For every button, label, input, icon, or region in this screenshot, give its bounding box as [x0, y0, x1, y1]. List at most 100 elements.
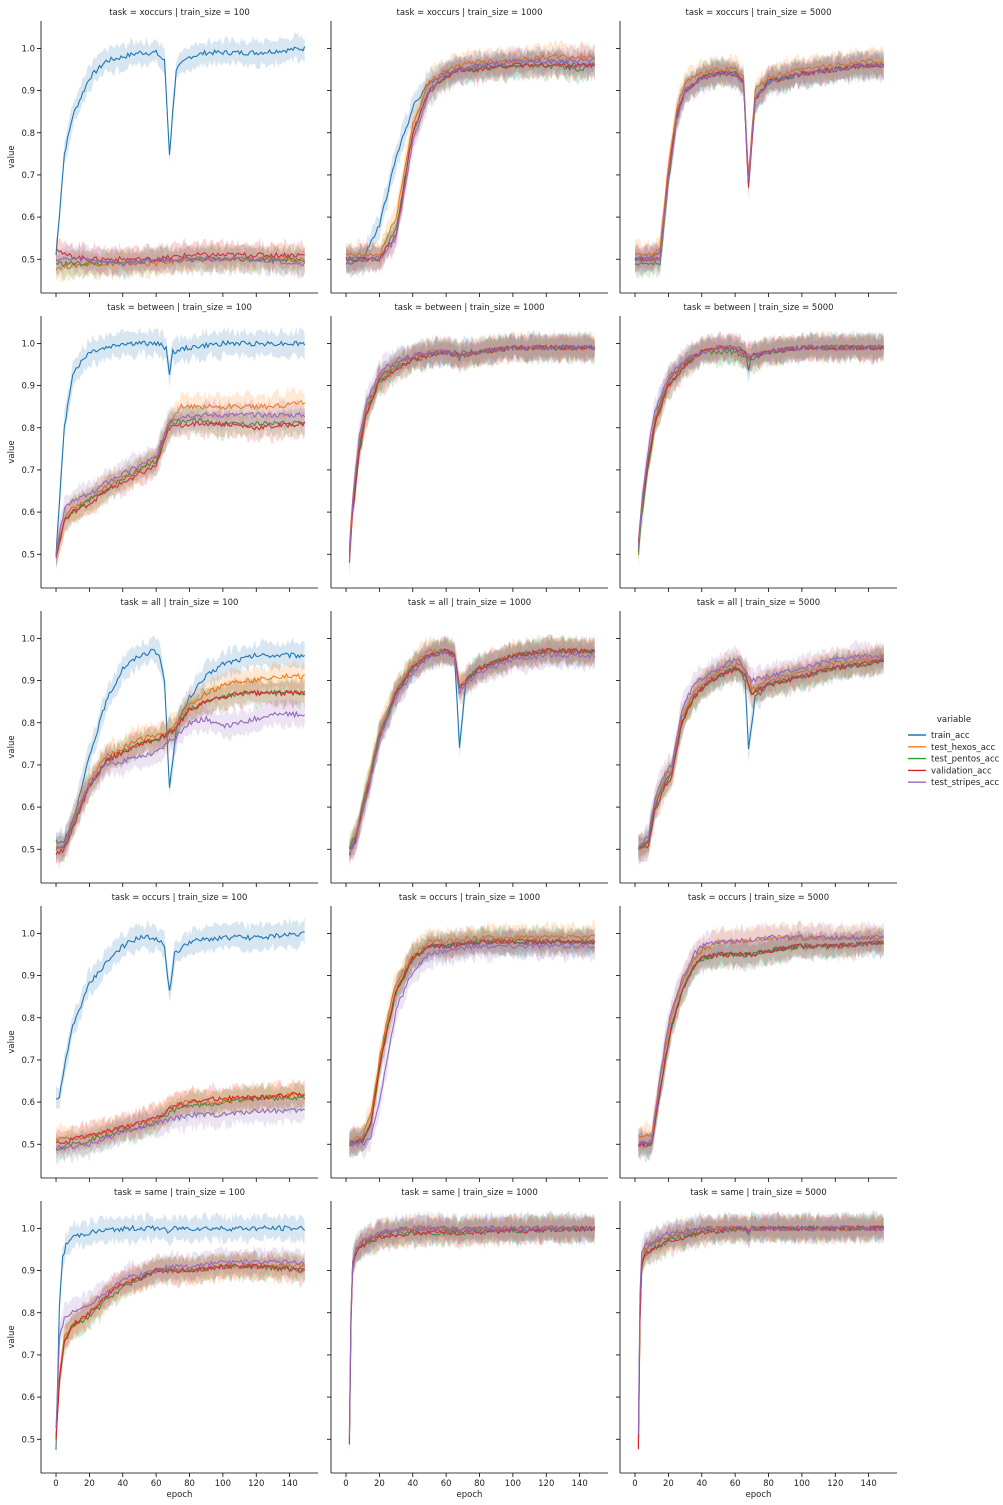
- ci-band-test-pentos-acc: [638, 644, 884, 860]
- legend-label: test_hexos_acc: [931, 743, 996, 753]
- y-tick-label: 0.5: [21, 255, 35, 265]
- facet-title: task = occurs | train_size = 1000: [399, 893, 540, 903]
- panel-data: [55, 31, 306, 284]
- ci-band-test-pentos-acc: [349, 1212, 595, 1458]
- ci-band-test-hexos-acc: [56, 387, 305, 568]
- ci-band-test-stripes-acc: [56, 1245, 305, 1438]
- y-tick-label: 0.6: [21, 508, 35, 518]
- ci-band-validation-acc: [56, 1250, 305, 1451]
- series-line-train-acc: [345, 58, 595, 265]
- ci-band-validation-acc: [349, 1211, 595, 1456]
- series-line-train-acc: [55, 339, 306, 557]
- facet-title: task = same | train_size = 1000: [401, 1188, 538, 1198]
- series-line-validation-acc: [348, 938, 596, 1145]
- series-line-test-pentos-acc: [55, 1263, 305, 1438]
- y-tick-label: 0.6: [21, 1098, 35, 1108]
- ci-band-validation-acc: [349, 924, 595, 1159]
- x-tick-label: 0: [343, 1479, 348, 1489]
- y-tick-label: 1.0: [21, 44, 35, 54]
- facet-panel: task = all | train_size = 100 0.5 0.6 0.7 0.…: [7, 598, 318, 887]
- x-tick-label: 20: [84, 1479, 95, 1489]
- series-line-test-stripes-acc: [634, 62, 885, 263]
- y-tick-label: 0.7: [21, 1351, 35, 1361]
- series-line-test-pentos-acc: [637, 1224, 885, 1447]
- series-line-test-hexos-acc: [638, 933, 884, 1139]
- ci-band-test-stripes-acc: [638, 1210, 884, 1444]
- series-line-test-hexos-acc: [634, 58, 884, 259]
- series-line-test-pentos-acc: [638, 939, 885, 1147]
- series-line-test-hexos-acc: [637, 1224, 884, 1446]
- facet-panel: task = same | train_size = 5000 0 20 40 60 80…: [616, 1188, 897, 1500]
- x-tick-label: 40: [407, 1479, 418, 1489]
- series-line-train-acc: [55, 1224, 306, 1450]
- series-line-train-acc: [637, 1224, 885, 1439]
- panel-data: [637, 919, 885, 1163]
- x-axis-label: epoch: [746, 1490, 772, 1500]
- ci-band-test-pentos-acc: [638, 330, 884, 565]
- legend-label: test_stripes_acc: [931, 778, 999, 788]
- series-line-test-stripes-acc: [55, 1258, 306, 1429]
- x-tick-label: 60: [151, 1479, 162, 1489]
- panel-data: [637, 1210, 885, 1463]
- x-tick-label: 120: [827, 1479, 843, 1489]
- facet-title: task = between | train_size = 100: [107, 303, 252, 313]
- ci-band-validation-acc: [56, 675, 305, 869]
- ci-band-test-stripes-acc: [349, 1210, 595, 1446]
- ci-band-test-stripes-acc: [346, 43, 595, 275]
- panel-data: [348, 329, 596, 578]
- y-tick-label: 0.5: [21, 1140, 35, 1150]
- x-tick-label: 120: [248, 1479, 264, 1489]
- x-axis-label: epoch: [457, 1490, 483, 1500]
- x-tick-label: 140: [861, 1479, 877, 1489]
- ci-band-test-hexos-acc: [638, 641, 884, 863]
- ci-band-train-acc: [349, 1210, 595, 1452]
- y-tick-label: 0.9: [21, 87, 35, 97]
- x-tick-label: 100: [794, 1479, 810, 1489]
- legend-label: test_pentos_acc: [931, 755, 1000, 765]
- panel-data: [637, 639, 885, 865]
- series-line-validation-acc: [637, 939, 884, 1149]
- ci-band-test-pentos-acc: [56, 404, 305, 568]
- series-line-train-acc: [55, 648, 306, 844]
- y-tick-label: 1.0: [21, 339, 35, 349]
- y-axis-label: value: [7, 1030, 17, 1053]
- y-tick-label: 0.7: [21, 466, 35, 476]
- series-line-test-stripes-acc: [55, 1107, 305, 1152]
- facet-title: task = between | train_size = 1000: [394, 303, 544, 313]
- y-tick-label: 0.6: [21, 213, 35, 223]
- ci-band-test-pentos-acc: [56, 241, 305, 282]
- series-line-test-stripes-acc: [55, 255, 306, 267]
- series-line-test-stripes-acc: [637, 652, 885, 850]
- series-line-train-acc: [55, 931, 305, 1100]
- series-line-test-hexos-acc: [637, 652, 885, 852]
- facet-panel: task = same | train_size = 1000 0 20 40 60 80…: [327, 1188, 608, 1500]
- ci-band-validation-acc: [56, 405, 305, 567]
- x-tick-label: 80: [474, 1479, 485, 1489]
- facet-title: task = xoccurs | train_size = 1000: [397, 8, 543, 18]
- legend-label: validation_acc: [931, 766, 992, 776]
- ci-band-test-hexos-acc: [349, 1210, 595, 1443]
- series-line-test-stripes-acc: [348, 650, 596, 854]
- ci-band-test-stripes-acc: [56, 397, 305, 571]
- x-tick-label: 0: [53, 1479, 58, 1489]
- y-tick-label: 0.9: [21, 382, 35, 392]
- series-line-test-pentos-acc: [55, 255, 306, 267]
- facet-title: task = all | train_size = 100: [121, 598, 239, 608]
- ci-band-train-acc: [56, 31, 305, 271]
- facet-panel: task = occurs | train_size = 100 0.5 0.6 0.…: [7, 893, 318, 1182]
- series-line-test-pentos-acc: [345, 62, 596, 263]
- series-line-test-hexos-acc: [55, 399, 306, 554]
- series-line-test-stripes-acc: [637, 934, 884, 1147]
- panel-data: [348, 1210, 596, 1458]
- facet-panel: task = between | train_size = 5000: [616, 303, 897, 592]
- series-line-test-hexos-acc: [348, 1224, 596, 1432]
- ci-band-test-stripes-acc: [349, 329, 595, 573]
- x-tick-label: 140: [572, 1479, 588, 1489]
- x-tick-label: 120: [538, 1479, 554, 1489]
- y-tick-label: 0.7: [21, 1056, 35, 1066]
- panel-data: [55, 916, 306, 1166]
- series-line-test-stripes-acc: [55, 710, 305, 849]
- ci-band-test-hexos-acc: [349, 920, 595, 1156]
- series-line-validation-acc: [638, 658, 884, 849]
